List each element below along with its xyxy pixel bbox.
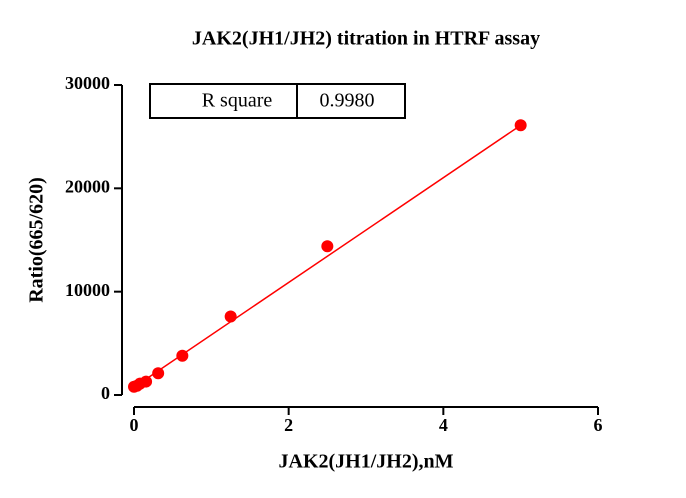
x-axis-label: JAK2(JH1/JH2),nM [279,451,454,473]
y-tick-label: 20000 [65,176,110,196]
x-tick-label: 2 [284,415,293,435]
fit-line [133,124,522,388]
y-tick-label: 10000 [65,280,110,300]
data-point [321,240,334,253]
x-tick-label: 4 [439,415,448,435]
y-tick-label: 0 [101,383,110,403]
data-point [224,310,237,323]
data-point [176,349,189,362]
data-point [152,367,165,380]
x-tick-label: 6 [594,415,603,435]
stats-label: R square [202,90,273,112]
y-axis-label: Ratio(665/620) [26,177,48,303]
stats-box [149,83,406,119]
data-point [514,119,527,132]
chart-title: JAK2(JH1/JH2) titration in HTRF assay [192,28,540,50]
y-tick-label: 30000 [65,73,110,93]
x-tick-label: 0 [130,415,139,435]
stats-value: 0.9980 [320,90,375,112]
data-point [140,375,153,388]
